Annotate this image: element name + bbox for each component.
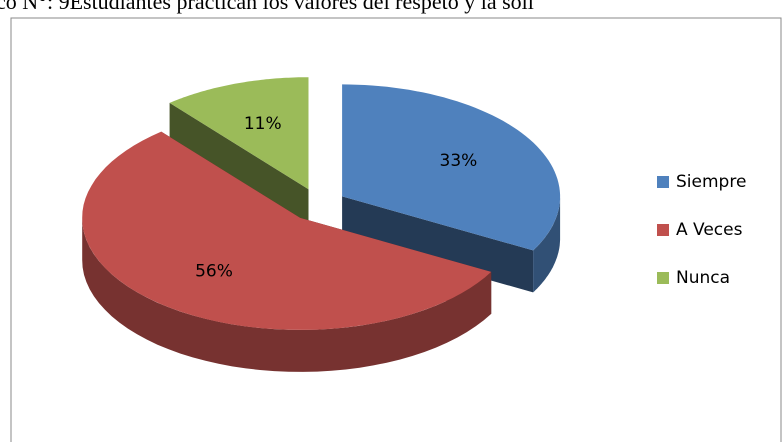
- legend-swatch: [657, 272, 669, 284]
- slice: [82, 131, 492, 330]
- chart-title: co N°: 9Estudiantes practican los valore…: [0, 0, 534, 14]
- legend-label: Siempre: [676, 172, 746, 192]
- slice-wall: [533, 196, 561, 293]
- slice-side: [169, 102, 309, 232]
- slice-wall: [82, 217, 492, 372]
- slice-side: [342, 196, 534, 293]
- slice: [169, 77, 309, 190]
- data-label: 56%: [195, 261, 233, 281]
- legend-swatch: [657, 224, 669, 236]
- legend-label: Nunca: [676, 268, 730, 288]
- legend-label: A Veces: [676, 220, 743, 240]
- data-label: 33%: [440, 151, 478, 171]
- legend-swatch: [657, 176, 669, 188]
- slice: [342, 84, 561, 251]
- data-label: 11%: [244, 114, 282, 134]
